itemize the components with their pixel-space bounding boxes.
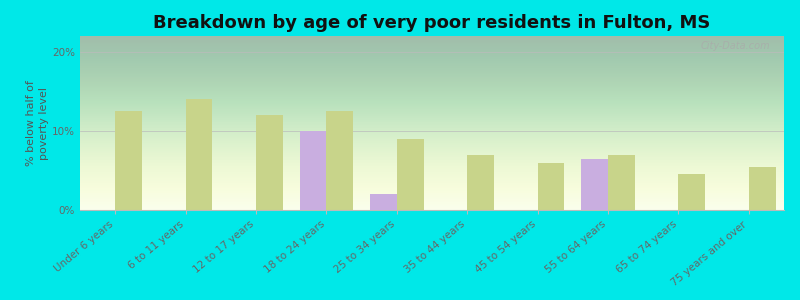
Bar <box>467 154 494 210</box>
Bar <box>326 111 353 210</box>
Bar <box>582 159 608 210</box>
Bar <box>397 139 423 210</box>
Bar <box>608 154 634 210</box>
Bar <box>749 167 775 210</box>
Bar <box>300 131 326 210</box>
Bar <box>678 174 705 210</box>
Text: City-Data.com: City-Data.com <box>700 41 770 51</box>
Bar <box>370 194 397 210</box>
Y-axis label: % below half of
poverty level: % below half of poverty level <box>26 80 50 166</box>
Title: Breakdown by age of very poor residents in Fulton, MS: Breakdown by age of very poor residents … <box>154 14 710 32</box>
Bar <box>538 163 564 210</box>
Bar <box>256 115 282 210</box>
Bar <box>115 111 142 210</box>
Bar <box>186 99 212 210</box>
